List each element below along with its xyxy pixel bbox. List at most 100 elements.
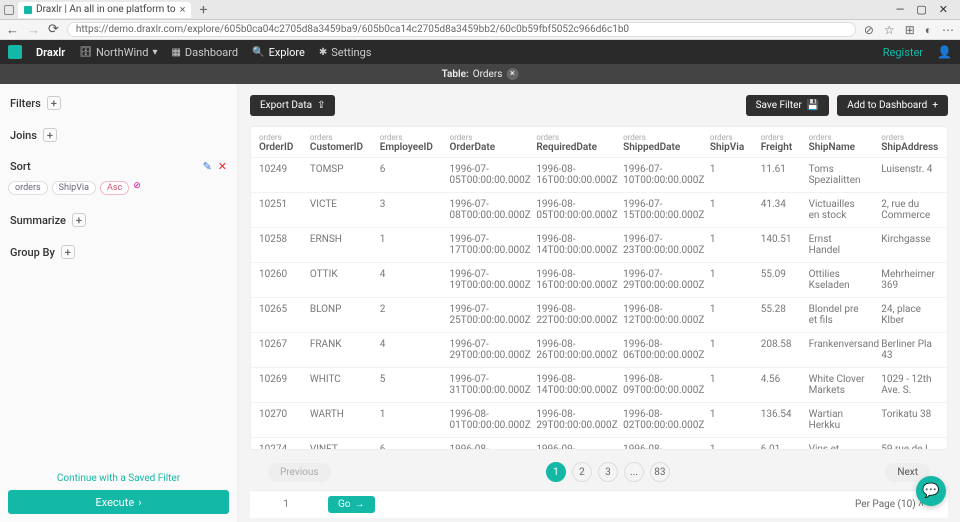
window-maximize-icon[interactable]: ▢ — [916, 3, 926, 16]
new-tab-button[interactable]: + — [195, 2, 211, 18]
favorite-icon[interactable]: ☆ — [884, 23, 895, 37]
register-link[interactable]: Register — [883, 46, 923, 59]
table-cell: 6 — [372, 158, 442, 193]
prev-page-button[interactable]: Previous — [268, 463, 331, 482]
execute-label: Execute — [95, 496, 134, 509]
table-row[interactable]: 10269WHITC51996-07-31T00:00:00.000Z1996-… — [251, 368, 947, 403]
url-input[interactable]: https://demo.draxlr.com/explore/605b0ca0… — [67, 22, 856, 37]
chat-fab-button[interactable]: 💬 — [916, 476, 946, 506]
table-cell: 1996-07-25T00:00:00.000Z — [442, 298, 529, 333]
user-icon[interactable]: 👤 — [937, 45, 952, 59]
table-row[interactable]: 10267FRANK41996-07-29T00:00:00.000Z1996-… — [251, 333, 947, 368]
collections-icon[interactable]: ⊞ — [905, 23, 915, 37]
table-cell: Berliner Pla 43 — [873, 333, 947, 368]
page-1[interactable]: 1 — [546, 462, 566, 482]
nav-label: Dashboard — [185, 46, 238, 59]
table-cell: 1029 - 12th Ave. S. — [873, 368, 947, 403]
table-row[interactable]: 10258ERNSH11996-07-17T00:00:00.000Z1996-… — [251, 228, 947, 263]
save-filter-button[interactable]: Save Filter 💾 — [746, 95, 830, 116]
go-label: Go — [338, 499, 351, 510]
table-cell: 1996-07-15T00:00:00.000Z — [615, 193, 702, 228]
table-cell: 1996-08-06T00:00:00.000Z — [615, 333, 702, 368]
sort-chip-column[interactable]: ShipVia — [52, 181, 96, 195]
column-header[interactable]: ordersShipName — [801, 127, 874, 158]
table-cell: WHITC — [302, 368, 372, 403]
plus-icon: + — [932, 100, 938, 111]
nav-label: Settings — [331, 46, 371, 59]
column-header[interactable]: ordersRequiredDate — [528, 127, 615, 158]
table-cell: 1996-09-03T00:00:00.000Z — [528, 438, 615, 451]
page-3[interactable]: 3 — [598, 462, 618, 482]
table-row[interactable]: 10270WARTH11996-08-01T00:00:00.000Z1996-… — [251, 403, 947, 438]
add-join-button[interactable]: + — [43, 128, 57, 142]
gear-icon: ✱ — [319, 47, 327, 58]
delete-sort-icon[interactable]: ✕ — [218, 160, 227, 173]
profile-icon[interactable]: ◐ — [925, 23, 932, 37]
table-cell: 1996-08-29T00:00:00.000Z — [528, 403, 615, 438]
clear-table-icon[interactable]: × — [506, 68, 518, 80]
column-header[interactable]: ordersOrderID — [251, 127, 302, 158]
db-selector[interactable]: 🗄 NorthWind ▾ — [79, 46, 157, 59]
table-row[interactable]: 10251VICTE31996-07-08T00:00:00.000Z1996-… — [251, 193, 947, 228]
remove-sort-chip-icon[interactable]: ⊘ — [133, 181, 141, 195]
add-groupby-button[interactable]: + — [61, 245, 75, 259]
url-text: https://demo.draxlr.com/explore/605b0ca0… — [76, 24, 629, 35]
nav-dashboard[interactable]: ▦ Dashboard — [171, 46, 238, 59]
column-header[interactable]: ordersOrderDate — [442, 127, 529, 158]
table-row[interactable]: 10274VINET61996-08-06T00:00:00.000Z1996-… — [251, 438, 947, 451]
execute-arrow-icon: › — [138, 496, 141, 509]
logo-icon — [8, 45, 22, 59]
execute-button[interactable]: Execute › — [8, 490, 229, 514]
add-to-dashboard-button[interactable]: Add to Dashboard + — [837, 95, 948, 116]
export-data-button[interactable]: Export Data ⇪ — [250, 95, 335, 116]
column-header[interactable]: ordersShipVia — [702, 127, 753, 158]
column-header[interactable]: ordersFreight — [753, 127, 801, 158]
nav-explore[interactable]: 🔍 Explore — [252, 46, 305, 59]
table-cell: 1 — [702, 228, 753, 263]
table-cell: Vins et alcools — [801, 438, 874, 451]
nav-forward-icon[interactable]: → — [27, 22, 40, 38]
column-sup: orders — [380, 133, 434, 142]
window-minimize-icon[interactable]: — — [896, 3, 905, 16]
goto-page-input[interactable]: 1 — [274, 499, 298, 510]
table-cell: 5 — [372, 368, 442, 403]
sort-chip-table[interactable]: orders — [8, 181, 48, 195]
pagination: Previous 1 2 3 ... 83 Next — [250, 454, 948, 490]
add-filter-button[interactable]: + — [47, 96, 61, 110]
column-header[interactable]: ordersEmployeeID — [372, 127, 442, 158]
nav-back-icon[interactable]: ← — [6, 22, 19, 38]
column-sup: orders — [536, 133, 607, 142]
page-2[interactable]: 2 — [572, 462, 592, 482]
saved-filter-link[interactable]: Continue with a Saved Filter — [8, 473, 229, 484]
table-row[interactable]: 10249TOMSP61996-07-05T00:00:00.000Z1996-… — [251, 158, 947, 193]
go-button[interactable]: Go → — [328, 496, 375, 513]
add-label: Add to Dashboard — [847, 100, 927, 111]
table-cell: 1 — [702, 193, 753, 228]
table-row[interactable]: 10260OTTIK41996-07-19T00:00:00.000Z1996-… — [251, 263, 947, 298]
table-row[interactable]: 10265BLONP21996-07-25T00:00:00.000Z1996-… — [251, 298, 947, 333]
table-name: Orders — [473, 69, 503, 80]
table-cell: OTTIK — [302, 263, 372, 298]
tab-close-icon[interactable]: × — [180, 3, 186, 16]
add-summarize-button[interactable]: + — [72, 213, 86, 227]
read-mode-icon[interactable]: ⊘ — [864, 23, 874, 37]
browser-tab[interactable]: Draxlr | An all in one platform to × — [18, 2, 191, 18]
table-cell: 1996-08-05T00:00:00.000Z — [528, 193, 615, 228]
column-header[interactable]: ordersShippedDate — [615, 127, 702, 158]
per-page-label: Per Page (10) — [855, 499, 916, 510]
edit-sort-icon[interactable]: ✎ — [203, 160, 212, 173]
table-cell: 1 — [702, 263, 753, 298]
sort-chip-direction[interactable]: Asc — [100, 181, 129, 195]
page-last[interactable]: 83 — [650, 462, 670, 482]
summarize-label: Summarize — [10, 214, 66, 227]
table-cell: 4.56 — [753, 368, 801, 403]
column-header[interactable]: ordersShipAddress — [873, 127, 947, 158]
window-close-icon[interactable]: ✕ — [939, 3, 948, 16]
per-page-selector[interactable]: Per Page (10) ˄ — [855, 499, 924, 510]
column-sup: orders — [881, 133, 939, 142]
column-header[interactable]: ordersCustomerID — [302, 127, 372, 158]
table-scroll[interactable]: ordersOrderIDordersCustomerIDordersEmplo… — [251, 127, 947, 450]
nav-reload-icon[interactable]: ⟳ — [48, 22, 59, 37]
menu-icon[interactable]: ⋯ — [942, 23, 954, 37]
nav-settings[interactable]: ✱ Settings — [319, 46, 372, 59]
